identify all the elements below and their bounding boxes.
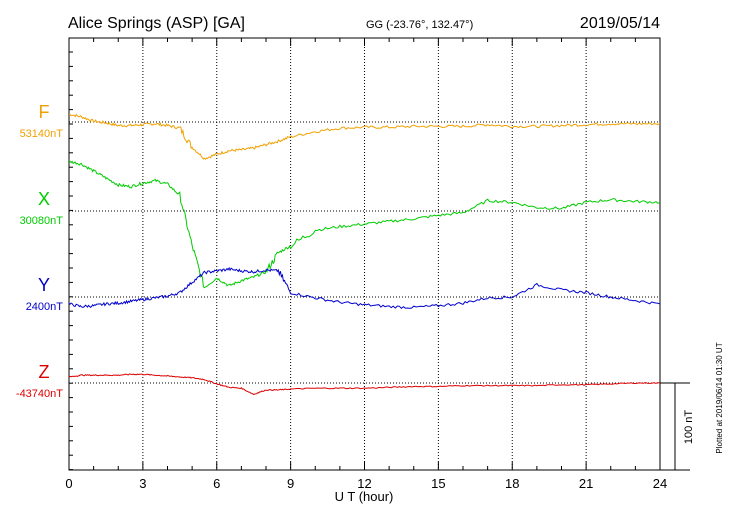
series-line-f — [69, 113, 661, 161]
x-tick-label: 18 — [505, 476, 519, 491]
scale-bar: 100 nT — [660, 382, 695, 471]
x-tick-label: 15 — [431, 476, 445, 491]
series-labels: F 53140nT X 30080nT Y 2400nT Z -43740nT — [16, 102, 63, 400]
grid-lines — [69, 38, 660, 470]
observation-date: 2019/05/14 — [580, 15, 660, 32]
x-tick-label: 24 — [653, 476, 667, 491]
series-baseline-x: 30080nT — [20, 215, 64, 227]
series-baseline-y: 2400nT — [26, 301, 64, 313]
x-tick-label: 21 — [579, 476, 593, 491]
scale-bar-label: 100 nT — [683, 410, 695, 445]
x-tick-labels: 0 3 6 9 12 15 18 21 24 — [65, 476, 667, 491]
x-tick-label: 0 — [65, 476, 72, 491]
series-line-y — [68, 266, 661, 309]
x-tick-label: 3 — [139, 476, 146, 491]
station-coordinates: GG (-23.76°, 132.47°) — [366, 19, 473, 31]
series-name-z: Z — [39, 362, 50, 382]
series-baseline-z: -43740nT — [16, 388, 63, 400]
plotted-at-note: Plotted at 2019/06/14 01:30 UT — [715, 342, 724, 453]
series-name-f: F — [39, 102, 50, 122]
x-tick-label: 6 — [213, 476, 220, 491]
axis-ticks — [68, 38, 661, 471]
series-baseline-f: 53140nT — [20, 128, 64, 140]
x-tick-label: 12 — [357, 476, 371, 491]
station-title: Alice Springs (ASP) [GA] — [68, 15, 245, 32]
series-group — [68, 113, 661, 396]
series-name-x: X — [38, 189, 50, 209]
x-tick-label: 9 — [287, 476, 294, 491]
series-line-z — [68, 373, 661, 396]
x-axis-label: U T (hour) — [335, 489, 394, 504]
series-line-x — [68, 160, 661, 289]
series-name-y: Y — [38, 275, 50, 295]
